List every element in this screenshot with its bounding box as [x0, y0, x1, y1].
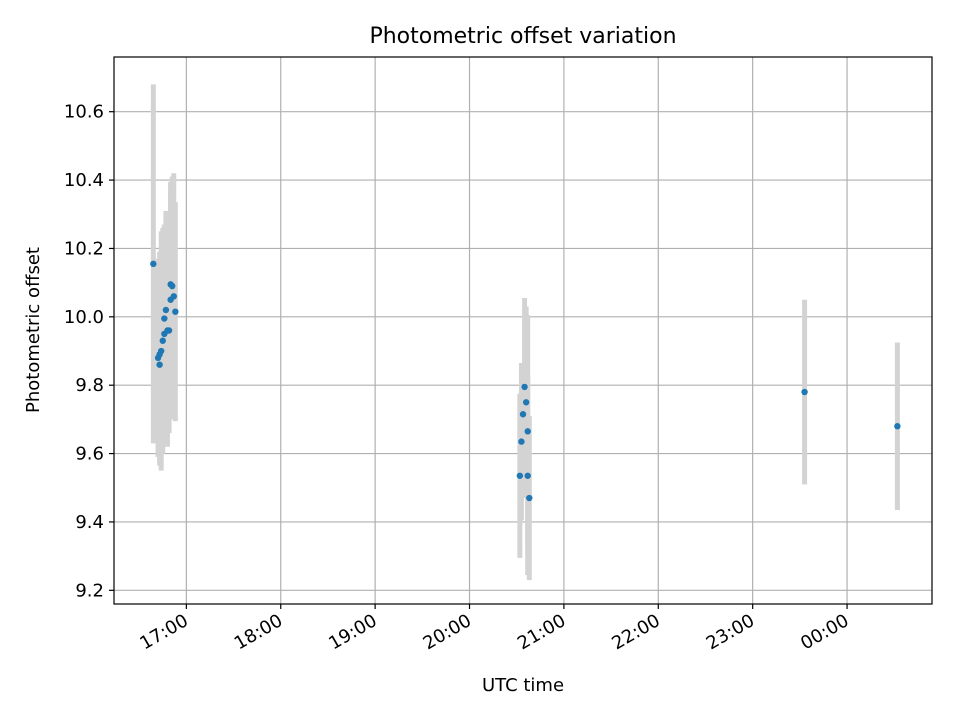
data-point [894, 423, 901, 430]
data-point [526, 494, 533, 502]
data-point [524, 428, 531, 435]
data-point [516, 472, 524, 479]
chart-title: Photometric offset variation [369, 24, 676, 49]
y-tick-label: 9.4 [75, 512, 104, 533]
data-point [169, 282, 176, 290]
data-point [172, 308, 179, 315]
x-axis-label: UTC time [482, 675, 564, 696]
data-point [161, 315, 168, 322]
data-point [801, 388, 808, 396]
y-tick-label: 10.6 [64, 102, 104, 123]
data-point [156, 361, 163, 368]
y-tick-label: 10.4 [64, 170, 104, 191]
y-axis-label: Photometric offset [23, 247, 44, 413]
data-point [159, 337, 166, 344]
data-point [157, 347, 165, 355]
data-point [518, 438, 525, 445]
data-point [524, 472, 531, 479]
y-tick-label: 10.2 [64, 238, 104, 259]
data-point [165, 327, 173, 334]
data-point [170, 293, 177, 300]
data-point [162, 306, 170, 314]
data-point [150, 260, 157, 268]
y-tick-label: 10.0 [64, 307, 104, 328]
y-axis-ticks: 9.2 9.4 9.6 9.8 10.0 10.2 10.4 10.6 [64, 102, 114, 601]
y-tick-label: 9.2 [75, 580, 104, 601]
y-tick-label: 9.6 [75, 444, 104, 465]
data-point [521, 383, 528, 391]
data-point [519, 411, 527, 418]
y-tick-label: 9.8 [75, 375, 104, 396]
plot-frame [113, 56, 933, 605]
data-points [150, 260, 901, 502]
data-point [522, 399, 530, 406]
